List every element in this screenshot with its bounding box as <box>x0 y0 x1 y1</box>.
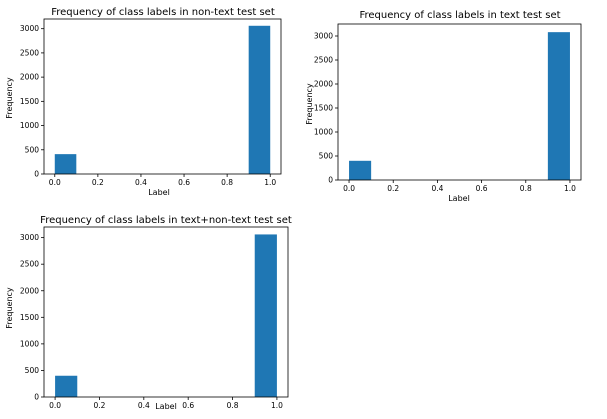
y-tick-label: 2000 <box>20 73 39 82</box>
x-tick-label: 0.4 <box>138 401 150 410</box>
x-tick-label: 0.0 <box>343 184 355 193</box>
y-tick-label: 1500 <box>20 313 39 322</box>
x-tick-label: 0.6 <box>178 178 190 187</box>
x-tick-label: 1.0 <box>271 401 283 410</box>
y-tick-label: 1500 <box>20 97 39 106</box>
chart-text: Frequency of class labels in text test s… <box>305 10 582 203</box>
y-tick-label: 1000 <box>20 121 39 130</box>
bar <box>54 154 77 174</box>
y-tick-label: 500 <box>25 366 40 375</box>
axes-frame <box>43 18 282 175</box>
y-tick-label: 2000 <box>314 80 333 89</box>
y-tick-label: 1000 <box>314 128 333 137</box>
x-tick-label: 0.8 <box>221 178 233 187</box>
x-tick-label: 0.6 <box>476 184 488 193</box>
axes-frame <box>43 226 289 398</box>
y-axis-label: Frequency <box>305 83 314 125</box>
x-tick-label: 1.0 <box>564 184 576 193</box>
bar <box>547 32 570 180</box>
x-tick-label: 0.4 <box>431 184 443 193</box>
x-tick-label: 1.0 <box>264 178 276 187</box>
y-axis-label: Frequency <box>5 287 14 329</box>
plot-area: 0.0 0.2 0.4 0.6 0.8 1.0 0 500 1000 1500 2000 2500 30… <box>20 18 282 187</box>
axes-frame <box>337 23 582 181</box>
x-tick-label: 0.2 <box>387 184 399 193</box>
bar <box>55 375 78 397</box>
bar <box>248 25 271 174</box>
y-tick-label: 3000 <box>314 32 333 41</box>
x-axis-label: Label <box>155 402 177 411</box>
y-tick-label: 3000 <box>20 233 39 242</box>
bar <box>349 160 372 180</box>
x-axis-label: Label <box>448 194 470 203</box>
x-tick-label: 0.0 <box>49 401 61 410</box>
x-tick-label: 0.0 <box>49 178 61 187</box>
y-tick-label: 500 <box>25 145 40 154</box>
y-tick-label: 1500 <box>314 104 333 113</box>
x-axis-label: Label <box>148 188 170 197</box>
x-tick-label: 0.4 <box>135 178 147 187</box>
y-tick-label: 2500 <box>314 56 333 65</box>
bar <box>254 234 277 397</box>
y-tick-label: 0 <box>328 176 333 185</box>
plot-area: 0.0 0.2 0.4 0.6 0.8 1.0 0 500 1000 1500 2000 2500 30… <box>20 226 289 410</box>
y-tick-label: 2500 <box>20 260 39 269</box>
y-tick-label: 0 <box>34 170 39 179</box>
y-tick-label: 2000 <box>20 286 39 295</box>
plot-area: 0.0 0.2 0.4 0.6 0.8 1.0 0 500 1000 1500 2000 2500 30… <box>314 23 582 193</box>
x-tick-label: 0.6 <box>182 401 194 410</box>
y-tick-label: 3000 <box>20 24 39 33</box>
chart-title: Frequency of class labels in text+non-te… <box>40 215 292 226</box>
x-tick-label: 0.2 <box>93 401 105 410</box>
x-tick-label: 0.2 <box>92 178 104 187</box>
x-tick-label: 0.8 <box>227 401 239 410</box>
chart-non-text: Frequency of class labels in non-text te… <box>5 7 282 197</box>
chart-text-non-text: Frequency of class labels in text+non-te… <box>5 215 292 411</box>
y-axis-label: Frequency <box>5 77 14 119</box>
y-tick-label: 500 <box>319 152 334 161</box>
y-tick-label: 1000 <box>20 339 39 348</box>
chart-title: Frequency of class labels in text test s… <box>359 10 560 21</box>
y-tick-label: 0 <box>34 393 39 402</box>
y-tick-label: 2500 <box>20 48 39 57</box>
x-tick-label: 0.8 <box>520 184 532 193</box>
chart-title: Frequency of class labels in non-text te… <box>51 7 275 18</box>
